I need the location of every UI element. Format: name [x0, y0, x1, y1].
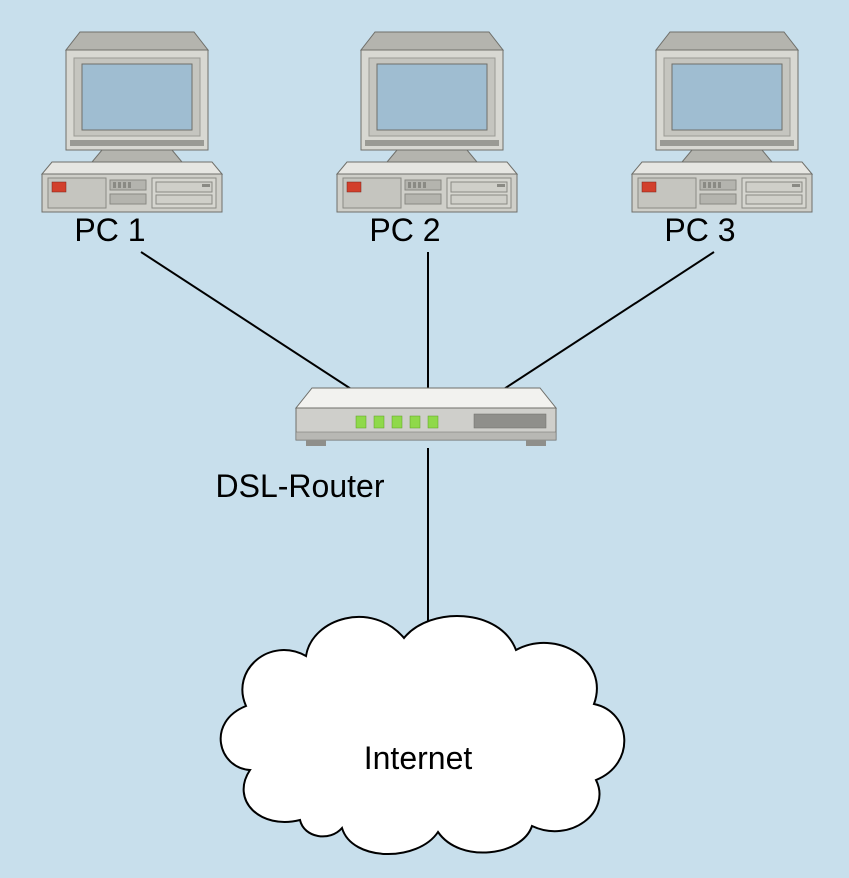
- label-pc3: PC 3: [580, 212, 820, 249]
- node-pc2: [337, 32, 517, 212]
- label-pc2: PC 2: [285, 212, 525, 249]
- diagram-canvas: PC 1 PC 2 PC 3 DSL-Router Internet: [0, 0, 849, 878]
- node-pc3: [632, 32, 812, 212]
- label-cloud: Internet: [298, 740, 538, 777]
- label-router: DSL-Router: [180, 468, 420, 505]
- node-router: [296, 388, 556, 446]
- node-pc1: [42, 32, 222, 212]
- label-pc1: PC 1: [0, 212, 230, 249]
- node-cloud: [221, 616, 625, 854]
